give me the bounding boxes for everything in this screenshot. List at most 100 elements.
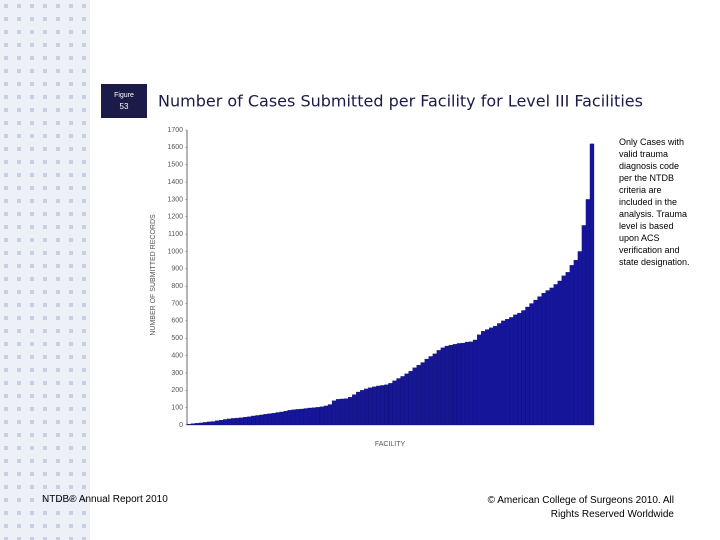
bar: [239, 417, 244, 426]
bar: [307, 407, 313, 426]
bar: [585, 199, 591, 426]
bar: [428, 356, 433, 426]
bar: [432, 353, 437, 426]
bar: [420, 362, 425, 426]
bar: [468, 341, 474, 426]
bar: [573, 259, 579, 426]
bar: [291, 409, 296, 426]
bar: [537, 296, 542, 426]
bar: [319, 406, 325, 426]
y-tick-label: 100: [171, 404, 183, 411]
bar: [501, 320, 506, 426]
bar: [323, 405, 329, 426]
bar: [517, 312, 522, 426]
y-tick-label: 1500: [167, 162, 183, 169]
y-tick-label: 800: [171, 283, 183, 290]
bar: [275, 412, 280, 426]
y-tick-label: 1200: [167, 214, 183, 221]
bar: [227, 418, 232, 426]
bar: [360, 390, 365, 426]
bar: [279, 411, 284, 426]
bar: [368, 387, 373, 426]
bar: [493, 325, 498, 426]
bar: [521, 310, 526, 426]
bar: [384, 384, 389, 426]
bar: [380, 385, 385, 426]
figure-number: 53: [120, 102, 129, 111]
bar: [311, 407, 317, 426]
bar: [247, 416, 252, 426]
bar: [412, 367, 417, 426]
bar: [557, 280, 562, 426]
bar: [202, 422, 208, 426]
y-tick-label: 300: [171, 370, 183, 377]
bar: [235, 417, 240, 426]
bar: [372, 386, 377, 426]
bar: [569, 265, 575, 426]
bar: [553, 284, 558, 426]
bar: [348, 397, 353, 426]
bar: [456, 343, 462, 426]
footer-left: NTDB® Annual Report 2010: [42, 494, 168, 505]
bar: [344, 398, 349, 426]
bar: [549, 287, 554, 426]
bar: [376, 385, 381, 426]
bar: [223, 419, 228, 426]
bar: [472, 339, 478, 426]
bar: [251, 415, 256, 426]
bar: [505, 318, 510, 426]
x-axis-label: FACILITY: [375, 441, 406, 448]
bar: [186, 423, 192, 426]
bar: [356, 391, 361, 426]
y-tick-label: 900: [171, 266, 183, 273]
y-tick-label: 400: [171, 352, 183, 359]
bar: [303, 408, 309, 426]
bar: [577, 251, 583, 426]
note: Only Cases with valid trauma diagnosis c…: [619, 137, 690, 267]
bar: [464, 341, 470, 426]
bar: [287, 410, 292, 426]
bar: [206, 421, 212, 426]
bar: [327, 404, 333, 426]
footer-right: © American College of Surgeons 2010. All…: [487, 495, 674, 520]
y-axis-label: NUMBER OF SUBMITTED RECORDS: [150, 214, 157, 336]
bar: [460, 342, 466, 426]
bar: [489, 327, 494, 426]
bar: [408, 371, 413, 426]
bar: [190, 423, 196, 426]
bar: [452, 344, 458, 426]
bar: [533, 299, 538, 426]
bar: [485, 329, 490, 426]
bar: [271, 413, 276, 426]
bar: [364, 388, 369, 426]
bar: [283, 410, 288, 426]
bar: [424, 358, 429, 426]
y-tick-label: 0: [179, 422, 183, 429]
bar: [476, 334, 482, 426]
bar: [263, 414, 268, 426]
bar: [396, 378, 401, 426]
bar: [211, 421, 216, 426]
bar: [509, 317, 514, 426]
bar: [231, 418, 236, 426]
bar: [497, 323, 502, 426]
y-tick-label: 700: [171, 300, 183, 307]
bar: [545, 290, 550, 426]
bar: [481, 331, 486, 426]
bar: [392, 380, 397, 426]
bar: [581, 225, 587, 426]
y-tick-label: 1600: [167, 144, 183, 151]
bar: [436, 350, 442, 426]
bar: [299, 408, 305, 426]
bar: [352, 394, 357, 426]
bar: [194, 423, 200, 426]
bar: [404, 373, 409, 426]
bar: [529, 303, 534, 426]
bar: [267, 413, 272, 426]
bar: [541, 292, 546, 426]
bar: [331, 400, 337, 426]
bar: [561, 275, 566, 426]
plot: 0 100 200 300 400 500 600 700 800 900 1000 1100 1200…: [167, 127, 595, 429]
y-tick-label: 500: [171, 335, 183, 342]
y-tick-label: 1100: [168, 231, 183, 238]
